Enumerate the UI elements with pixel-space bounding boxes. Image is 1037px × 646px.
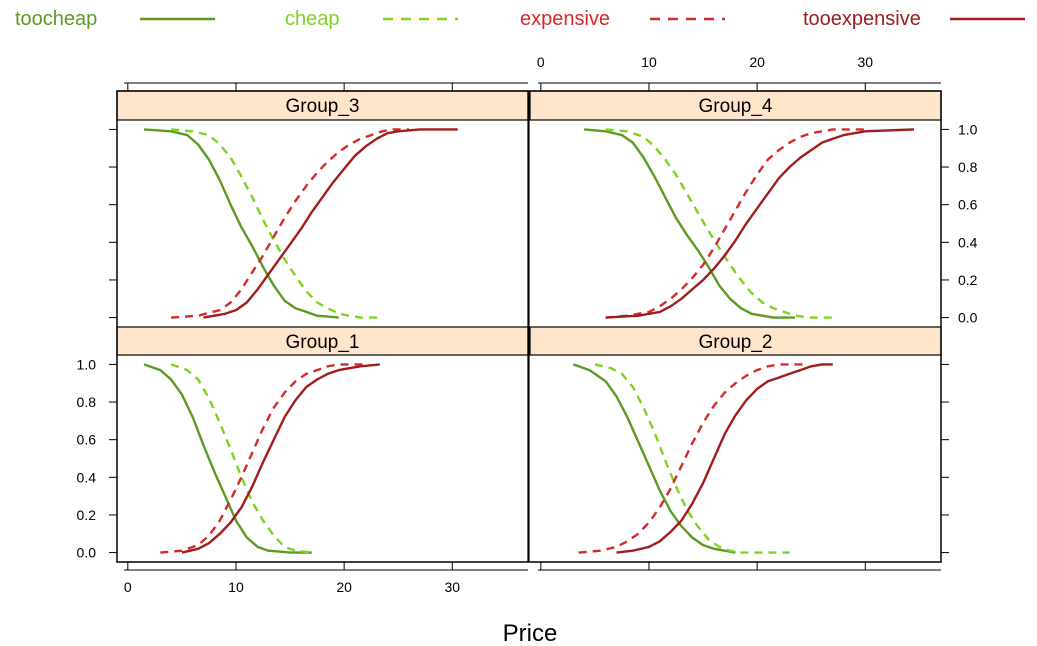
- panel-group-4: Group_4: [529, 90, 942, 327]
- series-line-toocheap: [143, 128, 339, 319]
- x-axis-label: Price: [503, 620, 558, 646]
- panel-title: Group_1: [286, 332, 360, 353]
- panel-group-1: Group_1: [116, 326, 529, 562]
- y-tick-label: 0.0: [77, 545, 97, 561]
- series-line-expensive: [171, 128, 409, 319]
- legend-label: toocheap: [15, 8, 97, 30]
- panel-background: [530, 120, 941, 327]
- legend-item-cheap: cheap: [285, 8, 458, 30]
- legend-item-expensive: expensive: [520, 8, 725, 30]
- series-line-expensive: [160, 363, 366, 554]
- panel-strip: [529, 326, 942, 356]
- axes: 0 0 10 10 20 20 30 30 0.0 0.0 0.2 0.2 0.4 0.4 0.6 0.6 0.…: [77, 54, 978, 595]
- panel-group-2: Group_2: [529, 326, 942, 562]
- y-tick-label: 1.0: [77, 356, 97, 372]
- series-line-toocheap: [583, 128, 795, 319]
- x-tick-label: 30: [858, 54, 874, 70]
- series-line-cheap: [170, 128, 382, 319]
- series-line-cheap: [605, 128, 833, 319]
- x-tick-label: 20: [336, 579, 352, 595]
- legend: toocheap cheap expensive tooexpensive: [15, 8, 1025, 30]
- panel-strip: [116, 326, 529, 356]
- panel-title: Group_4: [699, 96, 773, 117]
- series-line-tooexpensive: [181, 363, 380, 554]
- x-tick-label: 10: [641, 54, 657, 70]
- x-tick-label: 0: [537, 54, 545, 70]
- y-tick-label: 0.4: [77, 469, 97, 485]
- series-line-cheap: [170, 363, 312, 554]
- y-tick-label: 0.6: [77, 432, 97, 448]
- panel-title: Group_3: [286, 96, 360, 117]
- series-line-tooexpensive: [203, 128, 458, 319]
- y-tick-label: 0.0: [958, 310, 978, 326]
- legend-item-toocheap: toocheap: [15, 8, 215, 30]
- y-tick-label: 1.0: [958, 121, 978, 137]
- panel-background: [530, 355, 941, 562]
- series-line-cheap: [594, 363, 790, 554]
- series-line-tooexpensive: [616, 363, 833, 554]
- legend-label: cheap: [285, 8, 340, 30]
- legend-label: expensive: [520, 8, 610, 30]
- series-line-toocheap: [143, 363, 312, 554]
- panel-background: [117, 355, 528, 562]
- panel-title: Group_2: [699, 332, 773, 353]
- legend-item-tooexpensive: tooexpensive: [803, 8, 1025, 30]
- panels: Group_3 Group_4 Group_1 Group_2: [116, 90, 942, 563]
- y-tick-label: 0.8: [958, 159, 978, 175]
- y-tick-label: 0.2: [958, 272, 978, 288]
- x-tick-label: 0: [124, 579, 132, 595]
- y-tick-label: 0.4: [958, 234, 978, 250]
- x-tick-label: 30: [445, 579, 461, 595]
- y-tick-label: 0.6: [958, 197, 978, 213]
- panel-background: [117, 120, 528, 327]
- y-tick-label: 0.2: [77, 507, 97, 523]
- series-line-expensive: [605, 128, 866, 319]
- x-tick-label: 10: [228, 579, 244, 595]
- y-tick-label: 0.8: [77, 394, 97, 410]
- legend-label: tooexpensive: [803, 8, 921, 30]
- panel-frame: [116, 90, 942, 563]
- panel-group-3: Group_3: [116, 90, 529, 327]
- series-line-tooexpensive: [605, 128, 915, 319]
- x-tick-label: 20: [749, 54, 765, 70]
- series-line-toocheap: [572, 363, 736, 554]
